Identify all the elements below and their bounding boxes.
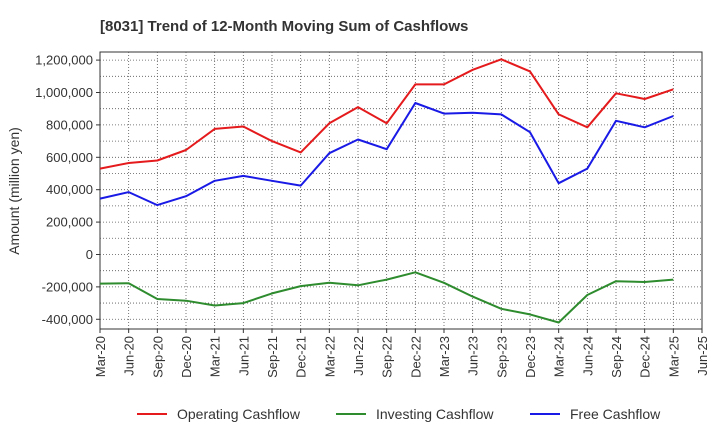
x-tick-label: Dec-23 bbox=[523, 336, 538, 378]
x-tick-label: Sep-23 bbox=[494, 336, 509, 378]
x-tick-label: Dec-21 bbox=[294, 336, 309, 378]
x-tick-label: Dec-22 bbox=[408, 336, 423, 378]
y-tick-label: 800,000 bbox=[46, 117, 93, 132]
x-tick-label: Jun-20 bbox=[122, 336, 137, 376]
x-tick-label: Jun-24 bbox=[580, 336, 595, 376]
x-tick-label: Dec-24 bbox=[638, 336, 653, 378]
plot-area bbox=[99, 51, 703, 330]
series-line-investing-cashflow bbox=[99, 271, 674, 324]
x-tick-label: Sep-24 bbox=[609, 336, 624, 378]
x-tick-label: Mar-22 bbox=[322, 336, 337, 377]
x-axis-ticks: Mar-20 Jun-20 Sep-20 Dec-20 Mar-21 Jun-21 Sep-… bbox=[93, 329, 710, 378]
x-tick-label: Mar-23 bbox=[437, 336, 452, 377]
x-tick-label: Jun-25 bbox=[695, 336, 710, 376]
legend-label-investing-cashflow: Investing Cashflow bbox=[376, 406, 494, 422]
x-tick-label: Mar-25 bbox=[666, 336, 681, 377]
x-tick-label: Mar-21 bbox=[208, 336, 223, 377]
y-tick-label: -200,000 bbox=[42, 279, 93, 294]
legend-label-free-cashflow: Free Cashflow bbox=[570, 406, 661, 422]
x-tick-label: Jun-21 bbox=[236, 336, 251, 376]
legend: Operating Cashflow Investing Cashflow Free… bbox=[137, 406, 661, 422]
x-tick-label: Sep-21 bbox=[265, 336, 280, 378]
series-line-operating-cashflow bbox=[99, 58, 674, 170]
y-tick-label: 1,000,000 bbox=[35, 85, 93, 100]
y-tick-label: 400,000 bbox=[46, 182, 93, 197]
y-tick-label: 1,200,000 bbox=[35, 53, 93, 68]
legend-label-operating-cashflow: Operating Cashflow bbox=[177, 406, 301, 422]
chart-title: [8031] Trend of 12-Month Moving Sum of C… bbox=[100, 18, 468, 35]
series-lines bbox=[99, 58, 674, 324]
x-tick-label: Sep-22 bbox=[380, 336, 395, 378]
x-tick-label: Jun-22 bbox=[351, 336, 366, 376]
y-tick-label: 200,000 bbox=[46, 215, 93, 230]
x-tick-label: Mar-24 bbox=[552, 336, 567, 377]
grid bbox=[100, 52, 702, 329]
y-tick-label: 600,000 bbox=[46, 150, 93, 165]
y-tick-label: -400,000 bbox=[42, 312, 93, 327]
x-tick-label: Jun-23 bbox=[466, 336, 481, 376]
y-axis-ticks: -400,000 -200,000 0 200,000 400,000 600,000 80… bbox=[35, 53, 100, 327]
x-tick-label: Sep-20 bbox=[150, 336, 165, 378]
x-tick-label: Mar-20 bbox=[93, 336, 108, 377]
y-axis-label: Amount (million yen) bbox=[6, 127, 22, 255]
x-tick-label: Dec-20 bbox=[179, 336, 194, 378]
y-tick-label: 0 bbox=[86, 247, 93, 262]
series-line-free-cashflow bbox=[99, 102, 674, 207]
